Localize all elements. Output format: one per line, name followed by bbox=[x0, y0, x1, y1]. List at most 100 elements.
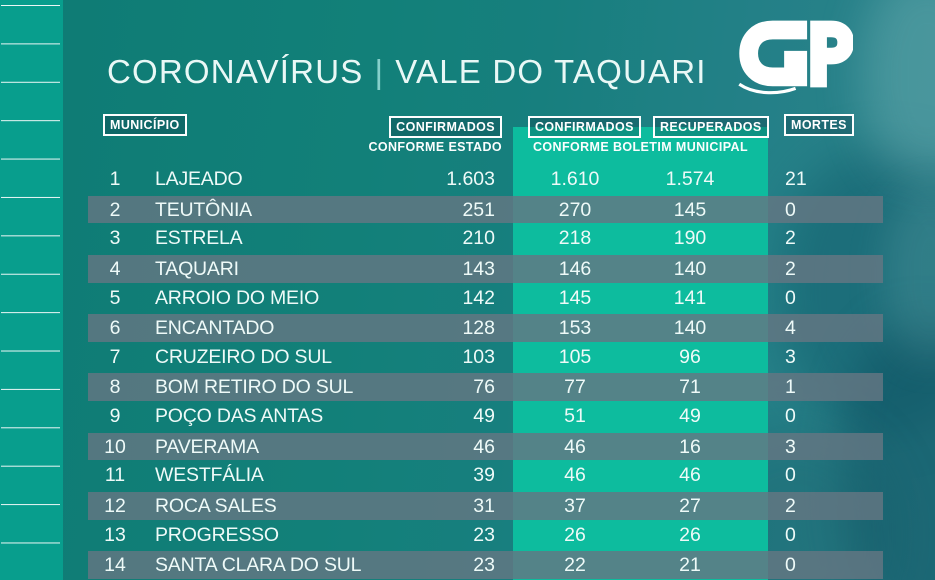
decorative-lines-strip bbox=[0, 0, 63, 580]
municipality-name: TEUTÔNIA bbox=[155, 198, 252, 221]
confirmed-municipal-value: 270 bbox=[558, 198, 592, 221]
recovered-value: 21 bbox=[679, 554, 701, 577]
title-separator: | bbox=[374, 53, 385, 90]
municipality-name: LAJEADO bbox=[155, 168, 243, 190]
confirmed-state-value: 23 bbox=[473, 523, 495, 546]
deaths-value: 2 bbox=[785, 257, 796, 280]
table-row: 1 LAJEADO 1.603 1.610 1.574 21 bbox=[88, 165, 883, 195]
row-rank: 3 bbox=[109, 227, 121, 250]
confirmed-state-value: 128 bbox=[462, 317, 495, 340]
confirmed-state-value: 103 bbox=[462, 345, 495, 368]
row-rank: 13 bbox=[104, 523, 126, 546]
table-row: 4 TAQUARI 143 146 140 2 bbox=[88, 254, 883, 284]
deaths-value: 2 bbox=[785, 494, 796, 517]
recovered-value: 190 bbox=[673, 227, 707, 250]
table-row: 2 TEUTÔNIA 251 270 145 0 bbox=[88, 195, 883, 225]
municipality-name: ESTRELA bbox=[155, 227, 243, 250]
recovered-value: 141 bbox=[673, 286, 707, 309]
municipality-name: CRUZEIRO DO SUL bbox=[155, 345, 332, 368]
column-header-municipio: MUNICÍPIO bbox=[103, 114, 187, 136]
confirmed-state-value: 49 bbox=[473, 405, 495, 427]
deaths-value: 1 bbox=[785, 376, 796, 399]
column-subheader-boletim-municipal: CONFORME BOLETIM MUNICIPAL bbox=[532, 140, 748, 154]
background-blur-shape bbox=[862, 0, 935, 180]
confirmed-municipal-value: 46 bbox=[564, 464, 586, 487]
column-header-mortes: MORTES bbox=[784, 114, 854, 136]
confirmed-municipal-value: 51 bbox=[564, 405, 586, 427]
confirmed-municipal-value: 37 bbox=[564, 494, 586, 517]
column-header-confirmados-estado: CONFIRMADOS bbox=[389, 116, 502, 138]
confirmed-state-value: 31 bbox=[473, 494, 495, 517]
recovered-value: 140 bbox=[673, 317, 707, 340]
municipality-name: PAVERAMA bbox=[155, 435, 259, 458]
row-rank: 7 bbox=[109, 345, 121, 368]
deaths-value: 0 bbox=[785, 405, 796, 427]
deaths-value: 3 bbox=[785, 345, 796, 368]
municipality-name: SANTA CLARA DO SUL bbox=[155, 554, 362, 577]
confirmed-state-value: 39 bbox=[473, 464, 495, 487]
deaths-value: 0 bbox=[785, 523, 796, 546]
municipality-name: ROCA SALES bbox=[155, 494, 277, 517]
table-row: 6 ENCANTADO 128 153 140 4 bbox=[88, 313, 883, 343]
column-header-recuperados: RECUPERADOS bbox=[653, 116, 769, 138]
row-rank: 10 bbox=[104, 435, 126, 458]
row-rank: 11 bbox=[104, 464, 126, 487]
confirmed-state-value: 46 bbox=[473, 435, 495, 458]
municipality-name: PROGRESSO bbox=[155, 523, 279, 546]
confirmed-state-value: 76 bbox=[473, 376, 495, 399]
confirmed-state-value: 23 bbox=[473, 554, 495, 577]
column-subheader-conforme-estado: CONFORME ESTADO bbox=[368, 140, 502, 154]
municipality-name: ARROIO DO MEIO bbox=[155, 286, 320, 309]
confirmed-state-value: 1.603 bbox=[446, 168, 495, 190]
table-row: 5 ARROIO DO MEIO 142 145 141 0 bbox=[88, 284, 883, 314]
deaths-value: 3 bbox=[785, 435, 796, 458]
recovered-value: 71 bbox=[679, 376, 701, 399]
municipality-name: TAQUARI bbox=[155, 257, 239, 280]
municipality-name: WESTFÁLIA bbox=[155, 464, 264, 487]
deaths-value: 21 bbox=[785, 168, 807, 190]
municipality-name: BOM RETIRO DO SUL bbox=[155, 376, 354, 399]
table-row: 9 POÇO DAS ANTAS 49 51 49 0 bbox=[88, 402, 883, 432]
recovered-value: 27 bbox=[679, 494, 701, 517]
recovered-value: 140 bbox=[673, 257, 707, 280]
confirmed-municipal-value: 22 bbox=[564, 554, 586, 577]
row-rank: 2 bbox=[109, 198, 121, 221]
row-rank: 14 bbox=[104, 554, 126, 577]
row-rank: 5 bbox=[109, 286, 121, 309]
recovered-value: 26 bbox=[679, 523, 701, 546]
deaths-value: 0 bbox=[785, 464, 796, 487]
table-row: 8 BOM RETIRO DO SUL 76 77 71 1 bbox=[88, 372, 883, 402]
table-row: 11 WESTFÁLIA 39 46 46 0 bbox=[88, 461, 883, 491]
deaths-value: 4 bbox=[785, 317, 796, 340]
recovered-value: 1.574 bbox=[665, 168, 715, 190]
confirmed-state-value: 251 bbox=[462, 198, 495, 221]
table-row: 7 CRUZEIRO DO SUL 103 105 96 3 bbox=[88, 343, 883, 373]
deaths-value: 0 bbox=[785, 554, 796, 577]
page-title: CORONAVÍRUS | VALE DO TAQUARI bbox=[107, 50, 707, 94]
recovered-value: 96 bbox=[679, 345, 701, 368]
table-row: 13 PROGRESSO 23 26 26 0 bbox=[88, 521, 883, 551]
row-rank: 12 bbox=[104, 494, 126, 517]
deaths-value: 2 bbox=[785, 227, 796, 250]
table-row: 10 PAVERAMA 46 46 16 3 bbox=[88, 432, 883, 462]
gp-logo bbox=[733, 14, 855, 96]
row-rank: 6 bbox=[109, 317, 121, 340]
municipality-name: POÇO DAS ANTAS bbox=[155, 405, 324, 427]
table-row: 14 SANTA CLARA DO SUL 23 22 21 0 bbox=[88, 550, 883, 580]
row-rank: 4 bbox=[109, 257, 121, 280]
recovered-value: 46 bbox=[679, 464, 701, 487]
title-right: VALE DO TAQUARI bbox=[395, 53, 707, 90]
confirmed-municipal-value: 145 bbox=[558, 286, 592, 309]
recovered-value: 49 bbox=[679, 405, 701, 427]
title-left: CORONAVÍRUS bbox=[107, 53, 364, 90]
table-row: 3 ESTRELA 210 218 190 2 bbox=[88, 224, 883, 254]
confirmed-municipal-value: 26 bbox=[564, 523, 586, 546]
column-header-confirmados-municipal: CONFIRMADOS bbox=[528, 116, 641, 138]
confirmed-state-value: 143 bbox=[462, 257, 495, 280]
confirmed-state-value: 210 bbox=[462, 227, 495, 250]
recovered-value: 16 bbox=[679, 435, 701, 458]
deaths-value: 0 bbox=[785, 286, 796, 309]
confirmed-municipal-value: 146 bbox=[558, 257, 592, 280]
background-blur-shape bbox=[885, 190, 935, 360]
